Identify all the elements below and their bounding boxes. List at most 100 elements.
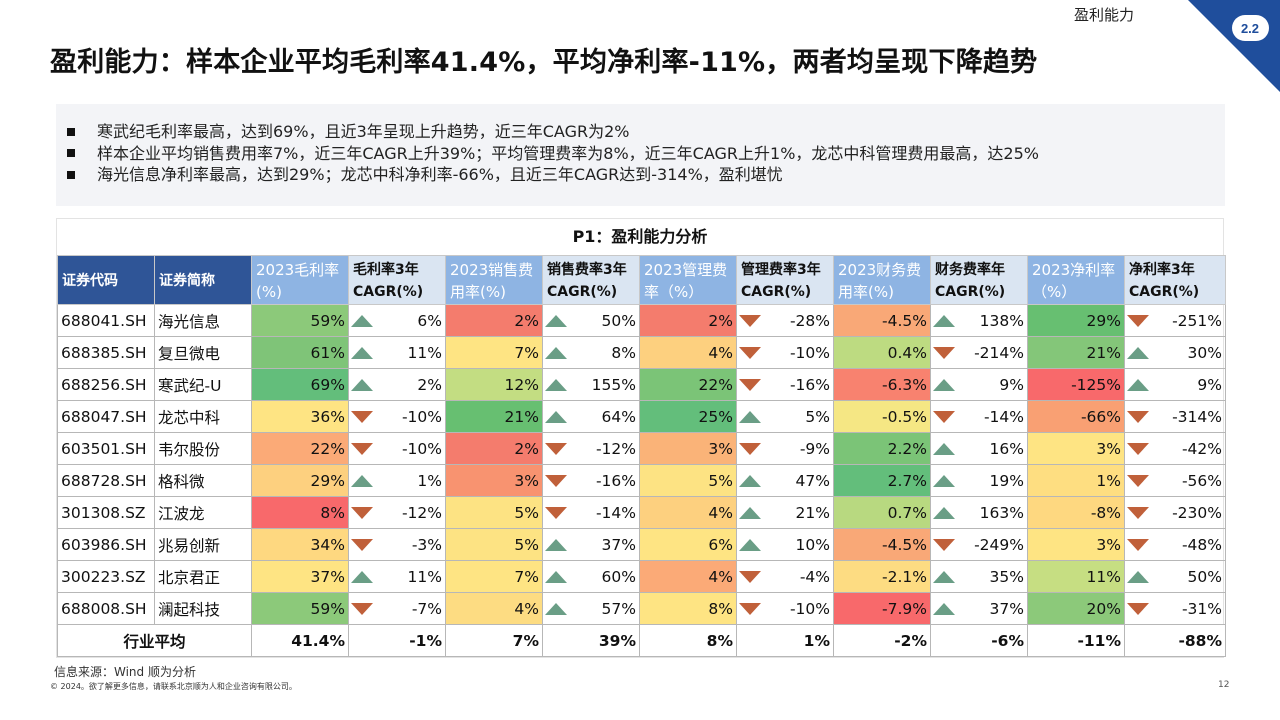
trend-up-icon [739,538,761,551]
cell-cagr: 50% [542,304,640,337]
cell-ratio: 8% [639,592,737,625]
trend-down-icon [1127,442,1149,455]
cell-cagr: -48% [1124,528,1226,561]
cell-ratio: 61% [251,336,349,369]
trend-up-icon [351,378,373,391]
average-value: 8% [639,624,737,657]
cell-cagr: -12% [542,432,640,465]
cell-security-code: 688728.SH [57,464,155,497]
col-header-sales-expense: 2023销售费用率(%) [445,255,543,305]
trend-up-icon [545,410,567,423]
cell-cagr: -42% [1124,432,1226,465]
cell-ratio: 3% [1027,432,1125,465]
cell-ratio: 4% [639,336,737,369]
cell-cagr: -10% [736,336,834,369]
trend-down-icon [1127,314,1149,327]
trend-down-icon [933,538,955,551]
cell-cagr: -16% [736,368,834,401]
cell-ratio: 3% [445,464,543,497]
cagr-value: 21% [795,503,830,522]
cell-cagr: -4% [736,560,834,593]
trend-down-icon [1127,474,1149,487]
summary-bullet-text: 海光信息净利率最高，达到29%；龙芯中科净利率-66%，且近三年CAGR达到-3… [97,165,783,184]
cell-security-code: 688385.SH [57,336,155,369]
cell-ratio: 21% [445,400,543,433]
cell-cagr: 11% [348,560,446,593]
trend-down-icon [351,538,373,551]
cell-ratio: 5% [639,464,737,497]
trend-down-icon [351,410,373,423]
trend-up-icon [933,474,955,487]
profitability-table-panel: P1：盈利能力分析 证券代码 证券简称 2023毛利率(%) 毛利率3年CAGR… [56,218,1226,658]
cell-ratio: 22% [251,432,349,465]
col-header-gross-margin: 2023毛利率(%) [251,255,349,305]
trend-down-icon [1127,538,1149,551]
cell-ratio: 8% [251,496,349,529]
cell-cagr: 47% [736,464,834,497]
trend-down-icon [351,506,373,519]
cell-ratio: -4.5% [833,304,931,337]
page-number: 12 [1218,680,1230,690]
cagr-value: 60% [601,567,636,586]
bullet-square-icon [67,127,75,136]
source-note: 信息来源：Wind 顺为分析 [54,665,196,679]
cell-ratio: 7% [445,336,543,369]
cell-cagr: 9% [930,368,1028,401]
cagr-value: 50% [1187,567,1222,586]
cagr-value: -12% [595,439,636,458]
cell-security-code: 603501.SH [57,432,155,465]
cell-cagr: 9% [1124,368,1226,401]
cagr-value: -214% [974,343,1024,362]
cagr-value: -10% [789,343,830,362]
cell-ratio: 37% [251,560,349,593]
cell-ratio: 29% [1027,304,1125,337]
trend-up-icon [933,570,955,583]
cagr-value: -7% [411,599,442,618]
cagr-value: -14% [595,503,636,522]
cell-ratio: 20% [1027,592,1125,625]
col-header-finance-expense-cagr: 财务费率年CAGR(%) [930,255,1028,305]
cell-cagr: -214% [930,336,1028,369]
cell-ratio: 12% [445,368,543,401]
cagr-value: 11% [407,343,442,362]
trend-up-icon [933,314,955,327]
average-value: -1% [348,624,446,657]
col-header-admin-expense: 2023管理费率（%） [639,255,737,305]
trend-down-icon [739,570,761,583]
cell-security-code: 603986.SH [57,528,155,561]
trend-down-icon [545,506,567,519]
bullet-square-icon [67,170,75,179]
cell-cagr: -16% [542,464,640,497]
trend-up-icon [739,474,761,487]
cagr-value: 57% [601,599,636,618]
cagr-value: 8% [611,343,636,362]
cell-ratio: -8% [1027,496,1125,529]
cell-security-code: 688008.SH [57,592,155,625]
cell-security-name: 海光信息 [154,304,252,337]
cagr-value: -31% [1181,599,1222,618]
trend-down-icon [739,314,761,327]
cell-ratio: 3% [1027,528,1125,561]
trend-up-icon [933,506,955,519]
cagr-value: 37% [989,599,1024,618]
trend-up-icon [545,570,567,583]
cell-ratio: 2% [639,304,737,337]
cagr-value: -16% [595,471,636,490]
cagr-value: -48% [1181,535,1222,554]
cell-ratio: 1% [1027,464,1125,497]
cagr-value: -12% [401,503,442,522]
cagr-value: -10% [401,439,442,458]
cell-ratio: -4.5% [833,528,931,561]
cagr-value: -314% [1172,407,1222,426]
cell-ratio: 25% [639,400,737,433]
average-value: -2% [833,624,931,657]
table-row: 688041.SH 海光信息 59% 6% 2% 50% 2% -28% -4.5% 138% 29… [57,304,1226,337]
cell-cagr: 6% [348,304,446,337]
summary-bullet: 寒武纪毛利率最高，达到69%，且近3年呈现上升趋势，近三年CAGR为2% [66,121,1225,143]
cell-ratio: 2.7% [833,464,931,497]
cell-cagr: -14% [930,400,1028,433]
average-value: -88% [1124,624,1226,657]
trend-up-icon [545,346,567,359]
cell-ratio: -0.5% [833,400,931,433]
cell-cagr: 155% [542,368,640,401]
